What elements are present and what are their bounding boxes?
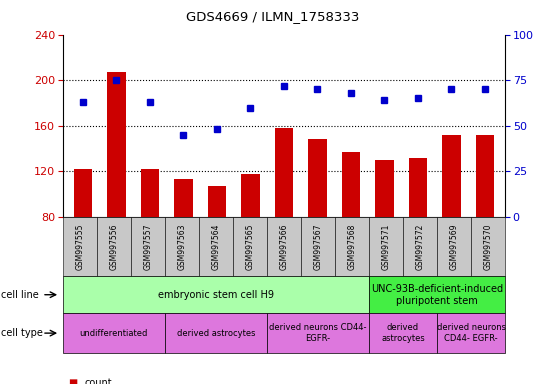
Text: GSM997570: GSM997570 [484, 223, 492, 270]
Bar [74, 169, 92, 308]
Bar [107, 72, 126, 308]
Bar [174, 179, 193, 308]
Text: GSM997567: GSM997567 [313, 223, 323, 270]
Bar [342, 152, 360, 308]
Text: undifferentiated: undifferentiated [80, 329, 148, 338]
Bar [476, 135, 494, 308]
Text: derived astrocytes: derived astrocytes [176, 329, 255, 338]
Text: GSM997563: GSM997563 [177, 223, 186, 270]
Text: GSM997571: GSM997571 [382, 223, 390, 270]
Text: GSM997564: GSM997564 [211, 223, 221, 270]
Text: cell type: cell type [1, 328, 43, 338]
Bar [241, 174, 260, 308]
Bar [442, 135, 461, 308]
Text: GSM997568: GSM997568 [347, 223, 357, 270]
Bar [275, 128, 293, 308]
Text: GSM997566: GSM997566 [280, 223, 288, 270]
Text: embryonic stem cell H9: embryonic stem cell H9 [158, 290, 274, 300]
Bar [409, 158, 427, 308]
Text: derived
astrocytes: derived astrocytes [381, 323, 425, 343]
Text: GSM997565: GSM997565 [245, 223, 254, 270]
Text: GSM997557: GSM997557 [144, 223, 152, 270]
Text: GSM997555: GSM997555 [75, 223, 84, 270]
Bar [207, 186, 226, 308]
Text: GSM997572: GSM997572 [416, 223, 424, 270]
Text: derived neurons CD44-
EGFR-: derived neurons CD44- EGFR- [269, 323, 367, 343]
Text: GSM997569: GSM997569 [449, 223, 459, 270]
Text: count: count [85, 378, 112, 384]
Text: derived neurons
CD44- EGFR-: derived neurons CD44- EGFR- [437, 323, 506, 343]
Bar [375, 160, 394, 308]
Text: UNC-93B-deficient-induced
pluripotent stem: UNC-93B-deficient-induced pluripotent st… [371, 284, 503, 306]
Bar [308, 139, 327, 308]
Text: ■: ■ [68, 378, 78, 384]
Text: GDS4669 / ILMN_1758333: GDS4669 / ILMN_1758333 [186, 10, 360, 23]
Text: GSM997556: GSM997556 [109, 223, 118, 270]
Text: cell line: cell line [1, 290, 39, 300]
Bar [141, 169, 159, 308]
